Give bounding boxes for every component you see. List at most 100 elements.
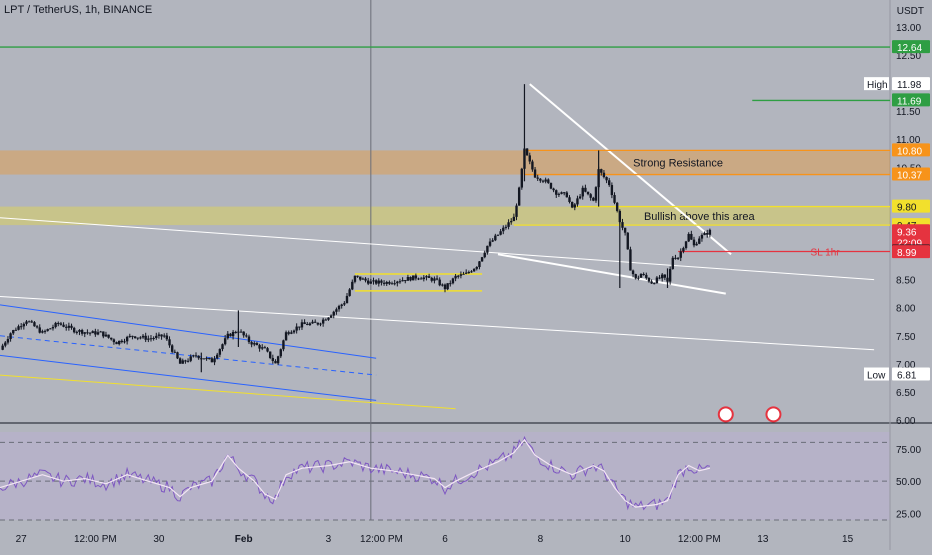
candle-body <box>250 342 253 345</box>
x-tick-label-5: 12:00 PM <box>360 534 403 545</box>
candle-body <box>258 345 261 349</box>
y-tick-label-6: 8.00 <box>896 304 916 315</box>
y-tick-label-5: 8.50 <box>896 276 916 287</box>
candle-body <box>229 333 232 337</box>
candle-body <box>512 216 516 222</box>
candle-body <box>634 274 637 279</box>
candle-body <box>22 323 26 327</box>
candle-body <box>27 321 31 323</box>
candle-body <box>184 360 187 362</box>
candle-body <box>674 257 677 259</box>
candle-body <box>353 275 357 282</box>
price-pane <box>0 0 890 420</box>
candle-body <box>605 177 608 181</box>
candle-body <box>661 274 664 279</box>
y-tick-label-1: 12.50 <box>896 51 921 62</box>
candle-body <box>504 226 508 228</box>
candle-body <box>700 234 704 239</box>
x-tick-label-11: 15 <box>842 534 854 545</box>
y-tick-label-8: 7.00 <box>896 360 916 371</box>
candle-body <box>621 222 624 228</box>
candle-body <box>115 342 118 345</box>
price-tag-name-1: High <box>867 80 888 91</box>
candle-body <box>676 257 680 259</box>
price-tag-3 <box>892 143 930 157</box>
candle-body <box>539 178 542 181</box>
candle-body <box>78 330 81 332</box>
candle-body <box>332 311 335 316</box>
candle-body <box>515 205 518 217</box>
trendline-6 <box>0 335 377 376</box>
candle-body <box>165 335 169 340</box>
candle-body <box>308 323 312 326</box>
candle-body <box>472 268 476 272</box>
candle-body <box>631 270 635 275</box>
candle-body <box>213 358 216 363</box>
candle-body <box>268 351 272 358</box>
candle-body <box>687 233 690 242</box>
event-flag-icon-1 <box>765 406 782 423</box>
currency-label: USDT <box>896 6 924 17</box>
candle-body <box>690 233 693 240</box>
candle-body <box>581 187 584 197</box>
candle-body <box>12 330 15 334</box>
candle-body <box>152 338 155 340</box>
candle-body <box>181 360 184 364</box>
candle-body <box>80 330 84 334</box>
candle-body <box>62 324 65 327</box>
candle-body <box>223 338 227 345</box>
candle-body <box>623 227 627 233</box>
candle-body <box>133 336 137 339</box>
candle-body <box>284 332 288 341</box>
candle-body <box>483 252 486 258</box>
candle-body <box>348 289 351 296</box>
candle-body <box>528 155 531 162</box>
candle-body <box>136 337 139 339</box>
y-tick-label-3: 11.00 <box>896 135 921 146</box>
candle-body <box>549 182 553 189</box>
candle-body <box>253 343 256 345</box>
candle-body <box>533 169 537 178</box>
candle-body <box>570 202 574 208</box>
candle-body <box>531 161 534 170</box>
price-tag-label-0: 12.64 <box>897 43 922 54</box>
candle-body <box>343 303 346 305</box>
candle-body <box>176 352 179 359</box>
candle-body <box>263 347 267 349</box>
candle-body <box>35 326 39 328</box>
y-tick-label-9: 6.50 <box>896 388 916 399</box>
candle-body <box>478 261 481 268</box>
x-tick-label-6: 6 <box>442 534 448 545</box>
candle-body <box>311 321 314 324</box>
candle-body <box>51 326 55 329</box>
candle-body <box>499 231 502 235</box>
candle-body <box>327 317 330 320</box>
candle-body <box>9 333 12 340</box>
price-tag-10 <box>892 367 930 381</box>
candle-body <box>287 332 290 334</box>
price-tag-label-4: 10.37 <box>897 171 922 182</box>
candle-body <box>282 340 285 350</box>
candle-body <box>117 340 121 345</box>
price-tag-label-7: 9.36 <box>897 227 917 238</box>
candle-body <box>139 337 142 339</box>
price-tag-name-10: Low <box>867 371 886 382</box>
candle-body <box>658 277 661 279</box>
candle-body <box>205 358 208 360</box>
candle-body <box>192 355 195 357</box>
candle-body <box>345 295 349 304</box>
candle-body <box>131 335 134 337</box>
candle-body <box>510 221 513 223</box>
candle-body <box>576 198 579 205</box>
price-tag-1 <box>892 77 930 91</box>
candle-body <box>70 325 73 328</box>
candle-body <box>372 280 375 282</box>
candle-body <box>637 277 640 279</box>
trendline-4 <box>0 304 377 359</box>
trendline-2 <box>529 83 732 256</box>
candle-body <box>168 339 171 346</box>
candle-body <box>642 274 645 276</box>
rsi-ma-line <box>0 438 711 508</box>
candle-body <box>266 348 269 352</box>
candle-body <box>555 190 558 195</box>
